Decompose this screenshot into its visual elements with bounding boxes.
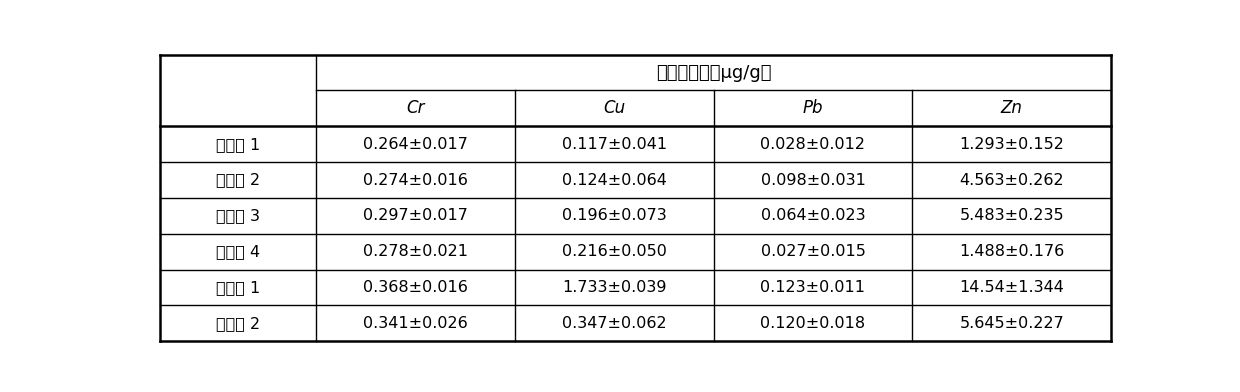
Text: 0.297±0.017: 0.297±0.017	[363, 209, 467, 223]
Text: 0.368±0.016: 0.368±0.016	[363, 280, 467, 295]
Text: 0.264±0.017: 0.264±0.017	[363, 137, 467, 152]
Text: 5.483±0.235: 5.483±0.235	[960, 209, 1064, 223]
Text: 重金属浓度（μg/g）: 重金属浓度（μg/g）	[656, 64, 771, 82]
Text: 实施例 1: 实施例 1	[216, 137, 260, 152]
Text: 1.733±0.039: 1.733±0.039	[562, 280, 666, 295]
Text: 0.028±0.012: 0.028±0.012	[760, 137, 866, 152]
Text: 0.123±0.011: 0.123±0.011	[760, 280, 866, 295]
Text: 0.347±0.062: 0.347±0.062	[562, 316, 667, 331]
Text: 0.098±0.031: 0.098±0.031	[760, 172, 866, 187]
Text: 14.54±1.344: 14.54±1.344	[960, 280, 1064, 295]
Text: 对比例 1: 对比例 1	[216, 280, 260, 295]
Text: Zn: Zn	[1001, 99, 1023, 117]
Text: 实施例 3: 实施例 3	[216, 209, 260, 223]
Text: 0.274±0.016: 0.274±0.016	[363, 172, 467, 187]
Text: Pb: Pb	[802, 99, 823, 117]
Text: Cr: Cr	[407, 99, 424, 117]
Text: 对比例 2: 对比例 2	[216, 316, 260, 331]
Text: 0.124±0.064: 0.124±0.064	[562, 172, 667, 187]
Text: 0.064±0.023: 0.064±0.023	[760, 209, 866, 223]
Text: 实施例 2: 实施例 2	[216, 172, 260, 187]
Text: Cu: Cu	[603, 99, 625, 117]
Text: 5.645±0.227: 5.645±0.227	[960, 316, 1064, 331]
Text: 实施例 4: 实施例 4	[216, 244, 260, 259]
Text: 4.563±0.262: 4.563±0.262	[960, 172, 1064, 187]
Text: 0.196±0.073: 0.196±0.073	[562, 209, 667, 223]
Text: 0.216±0.050: 0.216±0.050	[562, 244, 667, 259]
Text: 0.027±0.015: 0.027±0.015	[760, 244, 866, 259]
Text: 0.117±0.041: 0.117±0.041	[562, 137, 667, 152]
Text: 0.341±0.026: 0.341±0.026	[363, 316, 467, 331]
Text: 1.293±0.152: 1.293±0.152	[960, 137, 1064, 152]
Text: 0.278±0.021: 0.278±0.021	[363, 244, 467, 259]
Text: 1.488±0.176: 1.488±0.176	[960, 244, 1064, 259]
Text: 0.120±0.018: 0.120±0.018	[760, 316, 866, 331]
